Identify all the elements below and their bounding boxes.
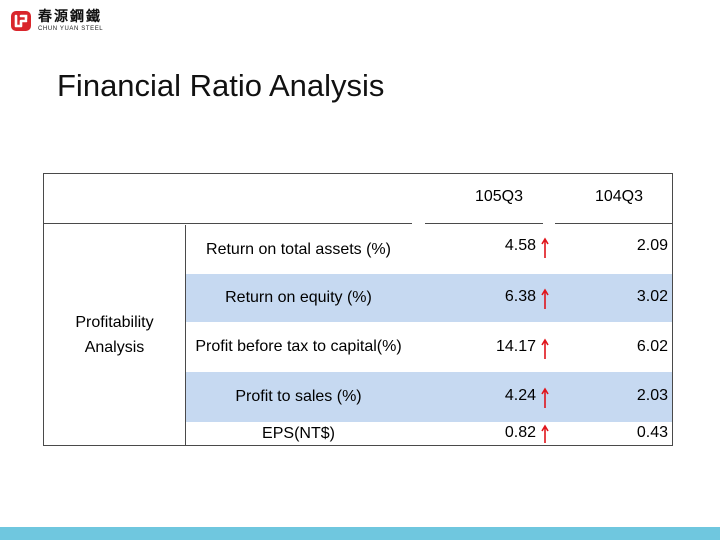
value-105q3: 0.82 bbox=[504, 424, 536, 441]
row-label: EPS(NT$) bbox=[262, 424, 335, 442]
row-label: Profit before tax to capital(%) bbox=[195, 338, 402, 355]
value-105q3: 6.38 bbox=[504, 288, 536, 305]
table-row: Profit to sales (%) 4.24 2.03 bbox=[186, 372, 672, 422]
table-row: Return on total assets (%) 4.58 2.09 bbox=[186, 225, 672, 274]
value-105q3: 4.24 bbox=[504, 387, 536, 404]
value-104q3: 6.02 bbox=[636, 338, 668, 355]
up-arrow-icon bbox=[541, 387, 549, 408]
value-104q3: 2.09 bbox=[636, 237, 668, 254]
header-divider bbox=[425, 223, 543, 224]
financial-ratio-table: 105Q3 104Q3 Profitability Analysis Retur… bbox=[43, 173, 673, 446]
group-label-profitability: Profitability Analysis bbox=[44, 225, 186, 445]
page-title: Financial Ratio Analysis bbox=[57, 68, 385, 103]
row-label: Return on total assets (%) bbox=[206, 240, 391, 258]
row-label: Return on equity (%) bbox=[225, 289, 372, 306]
table-row: Profit before tax to capital(%) 14.17 6.… bbox=[186, 322, 672, 372]
table-row: Return on equity (%) 6.38 3.02 bbox=[186, 274, 672, 322]
value-105q3: 14.17 bbox=[495, 338, 536, 355]
value-104q3: 3.02 bbox=[636, 288, 668, 305]
table-row: EPS(NT$) 0.82 0.43 bbox=[186, 422, 672, 445]
chun-yuan-logo-icon bbox=[11, 11, 31, 31]
column-header-105q3: 105Q3 bbox=[474, 188, 524, 205]
footer-accent-bar bbox=[0, 527, 720, 540]
row-label: Profit to sales (%) bbox=[235, 388, 362, 405]
header-divider bbox=[555, 223, 672, 224]
table-header-row: 105Q3 104Q3 bbox=[44, 174, 672, 224]
value-104q3: 0.43 bbox=[636, 424, 668, 441]
logo-chinese-name: 春源鋼鐵 bbox=[38, 9, 102, 25]
up-arrow-icon bbox=[541, 237, 549, 258]
header-divider bbox=[44, 223, 412, 224]
up-arrow-icon bbox=[541, 424, 549, 443]
value-105q3: 4.58 bbox=[504, 237, 536, 254]
up-arrow-icon bbox=[541, 338, 549, 359]
value-104q3: 2.03 bbox=[636, 387, 668, 404]
company-logo: 春源鋼鐵 CHUN YUAN STEEL bbox=[10, 8, 103, 34]
column-header-104q3: 104Q3 bbox=[594, 188, 644, 205]
up-arrow-icon bbox=[541, 288, 549, 309]
logo-english-name: CHUN YUAN STEEL bbox=[38, 26, 104, 32]
